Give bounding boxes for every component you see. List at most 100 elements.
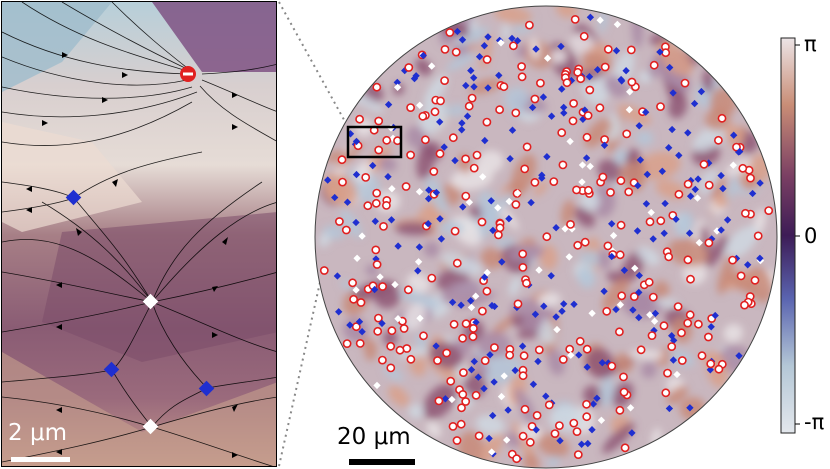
phase-blob — [537, 318, 556, 345]
negative-defect-marker — [711, 311, 719, 320]
positive-defect-marker — [704, 180, 714, 190]
positive-defect-marker — [458, 333, 467, 343]
phase-blob — [717, 254, 734, 295]
positive-defect-marker — [520, 164, 530, 174]
negative-defect-marker — [451, 156, 459, 165]
positive-defect-marker — [750, 275, 760, 285]
positive-defect-marker — [505, 350, 515, 360]
negative-defect-marker — [577, 440, 586, 448]
positive-defect-marker — [361, 172, 371, 182]
negative-defect-marker — [378, 319, 386, 328]
positive-defect-marker — [569, 418, 579, 428]
positive-defect-marker — [615, 405, 625, 415]
positive-defect-marker — [429, 167, 439, 176]
negative-defect-marker — [666, 63, 674, 72]
phase-blob — [481, 355, 524, 384]
positive-defect-marker — [377, 355, 387, 365]
positive-defect-marker — [572, 427, 582, 436]
positive-defect-marker — [374, 116, 384, 126]
positive-defect-marker — [656, 102, 665, 111]
neutral-defect-marker — [578, 178, 586, 186]
phase-blob — [446, 49, 480, 72]
streamlines — [2, 2, 276, 466]
positive-defect-marker — [373, 326, 383, 336]
positive-defect-marker — [683, 179, 693, 189]
negative-defect-marker — [634, 181, 642, 190]
phase-blob — [574, 206, 596, 228]
positive-defect-marker — [616, 220, 626, 230]
negative-defect-marker — [628, 429, 636, 437]
positive-defect-marker — [448, 133, 458, 143]
positive-defect-marker — [341, 225, 351, 235]
negative-defect-marker — [649, 235, 657, 243]
negative-defect-marker — [558, 85, 566, 93]
positive-defect-marker — [450, 226, 460, 236]
positive-defect-marker — [489, 343, 499, 352]
positive-defect-marker — [349, 294, 358, 304]
positive-defect-marker — [469, 163, 479, 173]
positive-defect-marker — [732, 142, 741, 152]
positive-defect-marker — [480, 356, 490, 365]
positive-defect-marker — [474, 431, 484, 441]
positive-defect-marker — [372, 82, 382, 92]
positive-defect-marker — [617, 291, 627, 301]
positive-defect-marker — [511, 200, 521, 209]
positive-defect-marker — [683, 318, 693, 328]
negative-defect-marker — [539, 93, 548, 101]
negative-defect-marker — [490, 378, 498, 386]
positive-defect-marker — [704, 332, 713, 342]
positive-defect-marker — [544, 400, 554, 410]
positive-defect-marker — [753, 231, 763, 241]
positive-defect-marker — [461, 154, 470, 164]
negative-defect-marker — [458, 126, 466, 134]
positive-defect-marker — [509, 41, 518, 51]
positive-defect-marker — [440, 76, 449, 85]
positive-defect-marker — [565, 344, 575, 354]
phase-blob — [406, 273, 431, 293]
phase-blob — [403, 303, 427, 330]
phase-blob — [577, 267, 596, 289]
negative-defect-marker — [485, 434, 493, 443]
positive-defect-marker — [645, 217, 655, 227]
positive-defect-marker — [598, 172, 608, 182]
positive-defect-marker — [517, 62, 526, 71]
negative-defect-marker — [470, 74, 478, 82]
negative-defect-marker — [600, 287, 608, 295]
phase-blob — [747, 266, 773, 303]
positive-defect-marker — [741, 208, 750, 218]
positive-defect-marker — [677, 328, 686, 338]
negative-defect-marker — [436, 118, 444, 126]
negative-defect-marker — [697, 87, 706, 96]
phase-blob — [613, 353, 633, 374]
neutral-defect-marker — [391, 280, 399, 289]
negative-defect-marker — [441, 395, 450, 403]
positive-defect-marker — [468, 332, 478, 342]
phase-blob — [480, 432, 504, 464]
positive-defect-marker — [482, 55, 492, 64]
positive-defect-marker — [619, 372, 628, 382]
negative-defect-marker — [560, 103, 568, 112]
neutral-defect-marker — [625, 106, 634, 114]
neutral-defect-marker — [416, 314, 424, 322]
positive-defect-marker — [580, 237, 590, 247]
negative-defect-marker — [756, 179, 764, 187]
negative-defect-marker — [458, 119, 466, 127]
neutral-defect-marker — [376, 273, 384, 281]
positive-defect-marker — [457, 403, 466, 413]
positive-defect-marker — [579, 31, 589, 41]
positive-defect-marker — [622, 129, 632, 139]
neutral-defect-marker — [394, 315, 402, 323]
negative-defect-marker — [608, 220, 616, 228]
negative-defect-marker — [620, 266, 629, 274]
positive-defect-marker — [694, 319, 703, 329]
negative-defect-marker — [612, 305, 620, 314]
phase-blob — [475, 414, 505, 435]
positive-defect-marker — [572, 185, 581, 195]
positive-defect-marker — [649, 60, 659, 70]
phase-blob — [655, 298, 679, 308]
neutral-defect-marker — [647, 208, 655, 217]
negative-defect-marker — [358, 328, 366, 336]
neutral-defect-marker — [352, 286, 360, 294]
negative-defect-marker — [412, 72, 420, 80]
negative-defect-marker — [415, 243, 424, 251]
